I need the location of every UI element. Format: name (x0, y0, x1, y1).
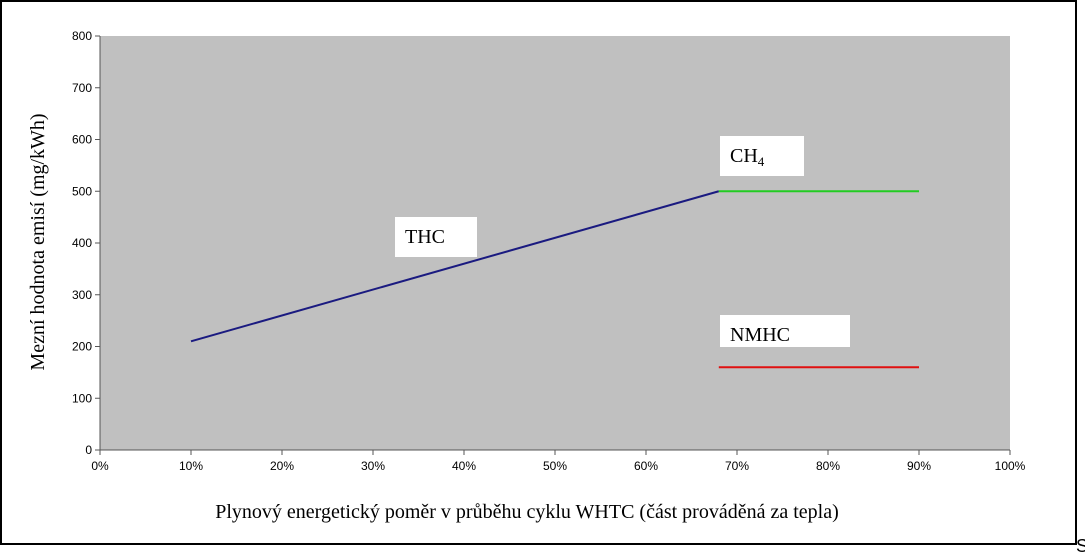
chart-frame (0, 0, 1077, 545)
y-tick-label: 700 (72, 81, 92, 95)
x-tick-label: 70% (725, 459, 749, 473)
x-tick-label: 10% (179, 459, 203, 473)
series-labels: THC CH4 NMHC (395, 136, 850, 347)
x-tick-label: 40% (452, 459, 476, 473)
y-ticks: 0 100 200 300 400 500 600 700 800 (72, 29, 100, 457)
series-lines (190, 190, 919, 369)
corner-letter: S (1076, 536, 1085, 556)
series-label-box-nmhc (720, 315, 850, 347)
x-tick-label: 20% (270, 459, 294, 473)
y-tick-label: 100 (72, 391, 92, 405)
x-tick-label: 80% (816, 459, 840, 473)
y-tick-label: 600 (72, 133, 92, 147)
y-tick-label: 300 (72, 288, 92, 302)
y-tick-label: 200 (72, 340, 92, 354)
x-tick-label: 30% (361, 459, 385, 473)
y-tick-label: 400 (72, 236, 92, 250)
y-tick-label: 800 (72, 29, 92, 43)
series-label-box-thc (395, 217, 477, 257)
series-label-box-ch (720, 136, 804, 176)
x-tick-label: 0% (91, 459, 109, 473)
y-tick-label: 500 (72, 184, 92, 198)
plot-area (100, 36, 1010, 450)
series-label-ch: CH4 (730, 145, 765, 169)
y-axis-title: Mezní hodnota emisí (mg/kWh) (27, 113, 49, 370)
series-line-thc (190, 190, 720, 343)
series-label-nmhc: NMHC (730, 324, 790, 346)
series-label-thc: THC (405, 226, 445, 248)
x-tick-label: 50% (543, 459, 567, 473)
x-tick-label: 100% (995, 459, 1026, 473)
x-tick-label: 60% (634, 459, 658, 473)
x-axis-title: Plynový energetický poměr v průběhu cykl… (215, 501, 839, 523)
x-ticks: 0% 10% 20% 30% 40% 50% 60% 70% 80% 90% 100% (91, 450, 1026, 473)
x-tick-label: 90% (907, 459, 931, 473)
y-tick-label: 0 (85, 443, 92, 457)
